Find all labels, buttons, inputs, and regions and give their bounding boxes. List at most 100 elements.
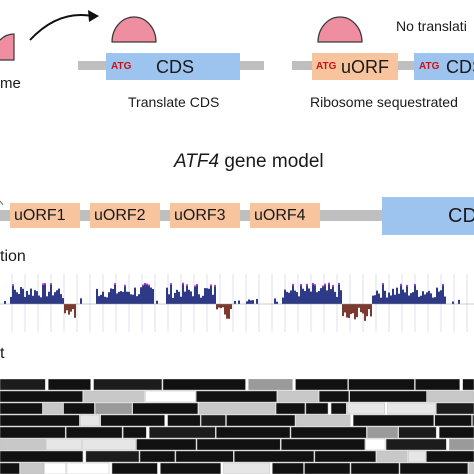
conservation-dip: [222, 304, 224, 308]
conservation-peak: [170, 284, 172, 304]
conservation-peak: [392, 288, 394, 304]
conservation-dip: [70, 304, 72, 312]
alignment-block: [365, 438, 386, 451]
conservation-peak: [32, 295, 34, 304]
alignment-block: [314, 450, 377, 463]
conservation-peak: [168, 294, 170, 304]
alignment-block: [281, 438, 366, 451]
conservation-peak: [192, 296, 194, 304]
conservation-peak: [206, 288, 208, 304]
alignment-block: [175, 450, 234, 463]
conservation-peak: [30, 288, 32, 304]
conservation-peak: [150, 287, 152, 304]
conservation-peak: [422, 291, 424, 304]
uorf-box: [250, 203, 320, 228]
conservation-peak: [108, 292, 110, 304]
conservation-peak-tip: [182, 282, 184, 285]
conservation-peak: [290, 290, 292, 304]
conservation-peak: [310, 291, 312, 304]
conservation-dip: [362, 304, 364, 314]
atg-label: ATG: [111, 61, 132, 72]
conservation-peak: [204, 288, 206, 304]
conservation-peak: [96, 288, 98, 304]
conservation-peak: [322, 286, 324, 304]
alignment-block: [350, 462, 400, 474]
conservation-track: [0, 274, 474, 332]
cds-box: [414, 53, 474, 80]
conservation-peak: [134, 287, 136, 304]
conservation-peak: [408, 295, 410, 304]
alignment-block: [66, 462, 110, 474]
uorf2-label: uORF2: [94, 207, 146, 224]
alignment-block: [277, 390, 319, 403]
conservation-peak: [410, 293, 412, 304]
conservation-dip: [342, 304, 344, 317]
alignment-block: [290, 426, 367, 439]
cds-box: [382, 197, 474, 235]
alignment-block: [434, 414, 472, 427]
conservation-peak-tip: [170, 283, 172, 285]
conservation-peak: [202, 295, 204, 304]
conservation-peak: [404, 292, 406, 304]
conservation-peak-tip: [148, 284, 150, 286]
ribosome-icon: [317, 16, 363, 43]
conservation-peak: [432, 297, 434, 304]
conservation-peak-tip: [196, 283, 198, 286]
alignment-block: [399, 462, 469, 474]
conservation-peak: [198, 294, 200, 304]
uorf4-label: uORF4: [254, 207, 306, 224]
conservation-peak: [28, 294, 30, 304]
alignment-block: [352, 414, 434, 427]
conservation-peak: [336, 296, 338, 304]
cds-label: CDS: [156, 57, 195, 77]
conservation-peak: [324, 285, 326, 304]
conservation-peak: [44, 284, 46, 304]
conservation-peak: [50, 284, 52, 304]
conservation-dip: [218, 304, 220, 308]
conservation-dip: [216, 304, 218, 310]
conservation-peak: [376, 290, 378, 304]
ribosome-icon: [111, 16, 157, 43]
alignment-block: [349, 390, 427, 403]
conservation-peak: [316, 292, 318, 304]
conservation-peak: [152, 289, 154, 304]
conservation-peak: [304, 291, 306, 304]
conservation-peak: [212, 294, 214, 304]
conservation-peak: [148, 285, 150, 304]
alignment-block: [387, 402, 436, 415]
alignment-block: [111, 462, 158, 474]
alignment-block: [198, 402, 276, 415]
conservation-peak: [20, 287, 22, 304]
alignment-block: [223, 462, 270, 474]
conservation-dip: [64, 304, 66, 314]
conservation-peak-tip: [44, 282, 46, 285]
conservation-peak-tip: [306, 283, 308, 286]
alignment-block: [0, 390, 83, 403]
conservation-peak-tip: [338, 282, 340, 285]
alignment-block: [139, 450, 176, 463]
cds-label: CDS: [446, 57, 474, 77]
alignment-block: [200, 414, 226, 427]
conservation-peak: [118, 291, 120, 304]
alignment-block: [65, 426, 123, 439]
conservation-peak: [190, 291, 192, 304]
conservation-peak: [430, 293, 432, 304]
conservation-peak: [294, 290, 296, 304]
conservation-peak: [46, 296, 48, 304]
gene-cds-label: CD: [448, 205, 474, 227]
conservation-peak: [210, 285, 212, 304]
conservation-peak: [246, 301, 248, 304]
conservation-peak: [250, 300, 252, 304]
conservation-peak-tip: [50, 283, 52, 285]
conservation-dip: [350, 304, 352, 315]
conservation-peak: [286, 291, 288, 304]
conservation-dip: [360, 304, 362, 313]
conservation-peak: [126, 291, 128, 304]
uorf-label: uORF: [341, 57, 390, 77]
alignment-block: [167, 414, 201, 427]
conservation-peak: [184, 291, 186, 304]
conservation-peak: [194, 286, 196, 304]
conservation-dip: [74, 304, 76, 318]
conservation-peak: [16, 292, 18, 304]
conservation-peak: [252, 300, 254, 304]
